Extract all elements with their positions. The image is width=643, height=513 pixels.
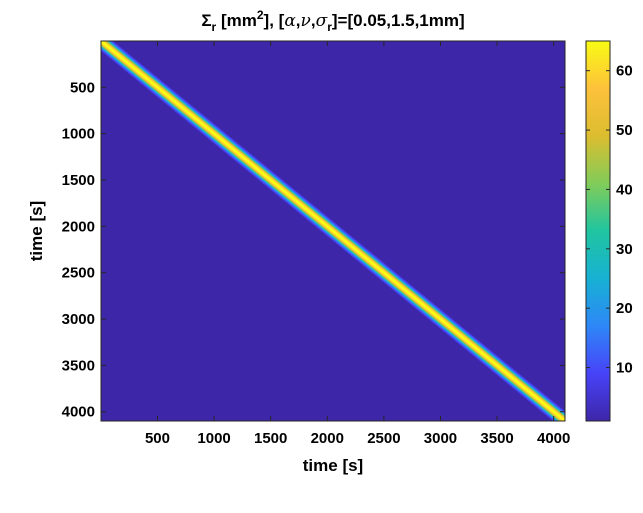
colorbar-tick-label: 40 <box>616 181 633 198</box>
x-tick-label: 4000 <box>537 430 570 447</box>
diagonal-band-group <box>101 41 565 421</box>
y-axis-ticks: 500 1000 1500 2000 2500 3000 3500 4000 <box>62 79 565 421</box>
y-tick-label: 2000 <box>62 218 95 235</box>
colorbar-tick-label: 50 <box>616 122 633 139</box>
colorbar-tick-label: 60 <box>616 63 633 80</box>
x-tick-label: 3500 <box>480 430 513 447</box>
colorbar-frame <box>585 40 611 422</box>
colorbar: 10 20 30 40 50 60 <box>585 40 633 422</box>
colorbar-fill <box>586 41 610 421</box>
y-tick-label: 3000 <box>62 311 95 328</box>
x-axis-ticks: 500 1000 1500 2000 2500 3000 3500 4000 <box>145 41 570 447</box>
y-tick-label: 500 <box>70 79 95 96</box>
colorbar-tick-label: 20 <box>616 300 633 317</box>
chart-title: Σr [mm2], [α,ν,σr]=[0.05,1.5,1mm] <box>201 8 464 34</box>
diagonal-band-layer <box>101 41 565 421</box>
y-axis-label: time [s] <box>27 201 46 261</box>
x-tick-label: 2500 <box>367 430 400 447</box>
x-tick-label: 500 <box>145 430 170 447</box>
plot-frame <box>100 40 566 422</box>
y-tick-label: 2500 <box>62 265 95 282</box>
x-axis-label: time [s] <box>303 456 363 475</box>
x-tick-label: 3000 <box>424 430 457 447</box>
y-tick-label: 3500 <box>62 357 95 374</box>
y-tick-label: 4000 <box>62 404 95 421</box>
y-tick-label: 1500 <box>62 172 95 189</box>
x-tick-label: 1500 <box>254 430 287 447</box>
colorbar-tick-label: 10 <box>616 360 633 377</box>
x-tick-label: 2000 <box>311 430 344 447</box>
plot-area <box>100 40 566 422</box>
x-tick-label: 1000 <box>197 430 230 447</box>
colorbar-ticks: 10 20 30 40 50 60 <box>586 63 633 377</box>
y-tick-label: 1000 <box>62 126 95 143</box>
colorbar-tick-label: 30 <box>616 241 633 258</box>
